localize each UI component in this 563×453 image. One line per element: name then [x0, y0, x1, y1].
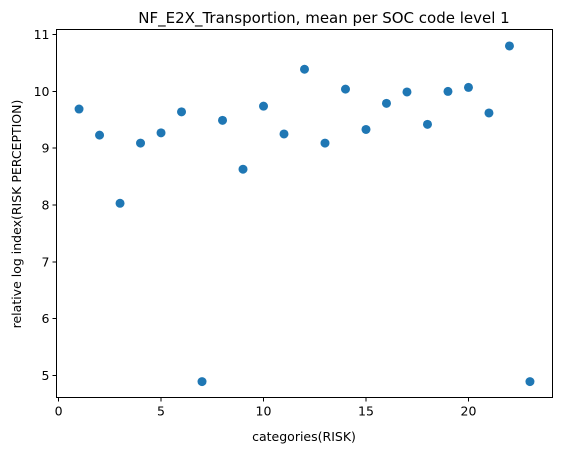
data-point	[238, 164, 248, 174]
data-point	[463, 82, 473, 92]
data-point	[484, 108, 494, 118]
data-point	[74, 104, 84, 114]
x-tick-label: 15	[358, 404, 374, 419]
data-point	[115, 198, 125, 208]
data-point	[525, 377, 535, 387]
y-axis-ticks: 5 6 7 8 9 10 11	[34, 27, 57, 383]
data-point	[320, 138, 330, 148]
x-tick-label: 10	[256, 404, 272, 419]
data-point	[136, 138, 146, 148]
data-point	[156, 128, 166, 138]
data-point	[95, 130, 105, 140]
data-point	[340, 84, 350, 94]
y-tick-label: 10	[34, 84, 50, 99]
y-tick-label: 8	[42, 197, 50, 212]
y-tick-label: 11	[34, 27, 50, 42]
y-tick-label: 6	[42, 311, 50, 326]
data-point	[279, 129, 289, 139]
data-point	[443, 86, 453, 96]
x-tick-label: 0	[55, 404, 63, 419]
data-point	[177, 107, 187, 117]
x-tick-label: 20	[461, 404, 477, 419]
plot-area: 0 5 10 15 20 5 6 7 8 9 10 11	[34, 27, 553, 419]
data-point	[381, 98, 391, 108]
y-tick-label: 5	[42, 368, 50, 383]
data-points	[74, 41, 535, 387]
x-tick-label: 5	[157, 404, 165, 419]
y-tick-label: 9	[42, 141, 50, 156]
data-point	[504, 41, 514, 51]
data-point	[259, 101, 269, 111]
data-point	[300, 64, 309, 74]
data-point	[361, 124, 371, 134]
data-point	[422, 119, 432, 129]
data-point	[218, 115, 228, 125]
data-point	[197, 377, 207, 387]
data-point	[402, 87, 412, 97]
x-axis-ticks: 0 5 10 15 20	[55, 397, 477, 419]
chart-title: NF_E2X_Transportion, mean per SOC code l…	[138, 9, 509, 28]
y-axis-label: relative log index(RISK PERCEPTION)	[9, 100, 24, 329]
x-axis-label: categories(RISK)	[252, 429, 356, 444]
axes-frame	[56, 29, 553, 398]
y-tick-label: 7	[42, 254, 50, 269]
